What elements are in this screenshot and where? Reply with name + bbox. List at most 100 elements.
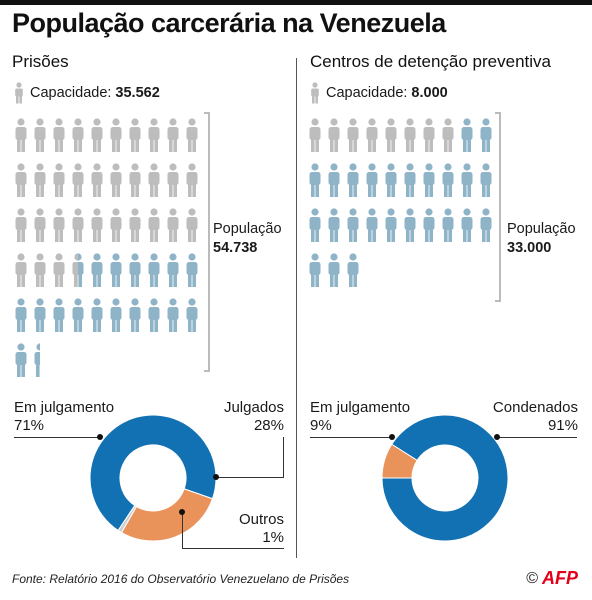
detention-population: População 33.000	[507, 220, 576, 258]
capacity-figure-icon	[129, 118, 141, 152]
slice-label: Em julgamento	[310, 399, 411, 416]
label-em-julgamento-left: Em julgamento 71%	[14, 399, 114, 435]
label-em-julgamento-right: Em julgamento 9%	[310, 399, 410, 435]
population-value: 54.738	[213, 240, 258, 256]
top-bar	[0, 0, 592, 5]
capacity-figure-icon	[148, 163, 160, 197]
overflow-figure-icon	[347, 208, 359, 242]
capacity-figure-icon	[309, 118, 321, 152]
overflow-figure-icon	[91, 298, 103, 332]
label-outros: Outros 1%	[200, 511, 284, 547]
capacity-figure-icon	[129, 163, 141, 197]
overflow-figure-icon	[309, 163, 321, 197]
capacity-figure-icon	[15, 163, 27, 197]
capacity-figure-icon	[186, 118, 198, 152]
overflow-figure-icon	[129, 298, 141, 332]
capacity-figure-icon	[34, 118, 46, 152]
overflow-figure-icon	[404, 163, 416, 197]
overflow-figure-icon	[347, 253, 359, 287]
overflow-figure-icon	[34, 343, 40, 377]
capacity-figure-icon	[110, 208, 122, 242]
capacity-figure-icon	[53, 163, 65, 197]
population-label: População	[213, 221, 282, 237]
overflow-figure-icon	[129, 253, 141, 287]
population-label: População	[507, 221, 576, 237]
capacity-figure-icon	[72, 208, 84, 242]
detention-donut	[381, 414, 509, 542]
overflow-figure-icon	[167, 298, 179, 332]
overflow-figure-icon	[110, 253, 122, 287]
capacity-figure-icon	[53, 208, 65, 242]
donut-slice-1	[381, 414, 509, 542]
overflow-figure-icon	[461, 163, 473, 197]
capacity-figure-icon	[148, 118, 160, 152]
capacity-figure-icon	[91, 163, 103, 197]
slice-label: Outros	[238, 511, 284, 528]
leader-dot	[97, 434, 103, 440]
overflow-figure-icon	[72, 298, 84, 332]
overflow-figure-icon	[91, 253, 103, 287]
leader-line	[310, 437, 392, 438]
source-note: Fonte: Relatório 2016 do Observatório Ve…	[12, 572, 350, 586]
capacity-figure-icon	[72, 118, 84, 152]
label-condenados: Condenados 91%	[470, 399, 578, 435]
capacity-figure-icon	[15, 208, 27, 242]
overflow-figure-icon	[366, 208, 378, 242]
detention-bracket	[495, 112, 501, 302]
afp-credit: © AFP	[526, 568, 578, 589]
overflow-figure-icon	[366, 163, 378, 197]
overflow-figure-icon	[309, 208, 321, 242]
slice-label: Condenados	[492, 399, 578, 416]
capacity-figure-icon	[72, 163, 84, 197]
overflow-figure-icon	[53, 298, 65, 332]
slice-value: 1%	[262, 529, 284, 546]
label-julgados: Julgados 28%	[200, 399, 284, 435]
person-icon	[311, 82, 319, 104]
capacity-figure-icon	[186, 208, 198, 242]
donut-slice-1	[120, 488, 214, 542]
capacity-figure-icon	[53, 253, 65, 287]
capacity-figure-icon	[186, 163, 198, 197]
capacity-figure-icon	[423, 118, 435, 152]
prisons-capacity: Capacidade: 35.562	[14, 82, 160, 104]
overflow-figure-icon	[480, 118, 492, 152]
overflow-figure-icon	[461, 208, 473, 242]
capacity-figure-icon	[72, 253, 84, 287]
capacity-figure-icon	[34, 208, 46, 242]
overflow-figure-icon	[423, 163, 435, 197]
page-title: População carcerária na Venezuela	[12, 8, 446, 38]
prisons-heading: Prisões	[12, 52, 69, 71]
leader-line	[182, 512, 183, 548]
capacity-value: 8.000	[411, 85, 448, 101]
prisons-donut	[89, 414, 217, 542]
capacity-figure-icon	[404, 118, 416, 152]
donut-slice-0	[89, 414, 217, 532]
overflow-figure-icon	[15, 298, 27, 332]
overflow-figure-icon	[423, 208, 435, 242]
capacity-figure-icon	[15, 118, 27, 152]
overflow-figure-icon	[480, 163, 492, 197]
overflow-figure-icon	[385, 208, 397, 242]
prisons-bracket	[204, 112, 210, 372]
capacity-figure-icon	[167, 118, 179, 152]
leader-line	[216, 477, 284, 478]
detention-pictogram	[309, 118, 492, 287]
overflow-figure-icon	[34, 298, 46, 332]
overflow-figure-icon	[148, 253, 160, 287]
capacity-figure-icon	[347, 118, 359, 152]
capacity-figure-icon	[167, 163, 179, 197]
capacity-figure-icon	[148, 208, 160, 242]
capacity-figure-icon	[91, 208, 103, 242]
detention-heading: Centros de detenção preventiva	[310, 52, 551, 71]
copyright-symbol: ©	[526, 569, 538, 587]
leader-line	[497, 437, 577, 438]
overflow-figure-icon	[186, 298, 198, 332]
capacity-figure-icon	[53, 118, 65, 152]
leader-line	[14, 437, 100, 438]
person-icon	[15, 82, 23, 104]
detention-capacity: Capacidade: 8.000	[310, 82, 448, 104]
overflow-figure-icon	[404, 208, 416, 242]
capacity-figure-icon	[328, 118, 340, 152]
overflow-figure-icon	[480, 208, 492, 242]
overflow-figure-icon	[15, 343, 27, 377]
